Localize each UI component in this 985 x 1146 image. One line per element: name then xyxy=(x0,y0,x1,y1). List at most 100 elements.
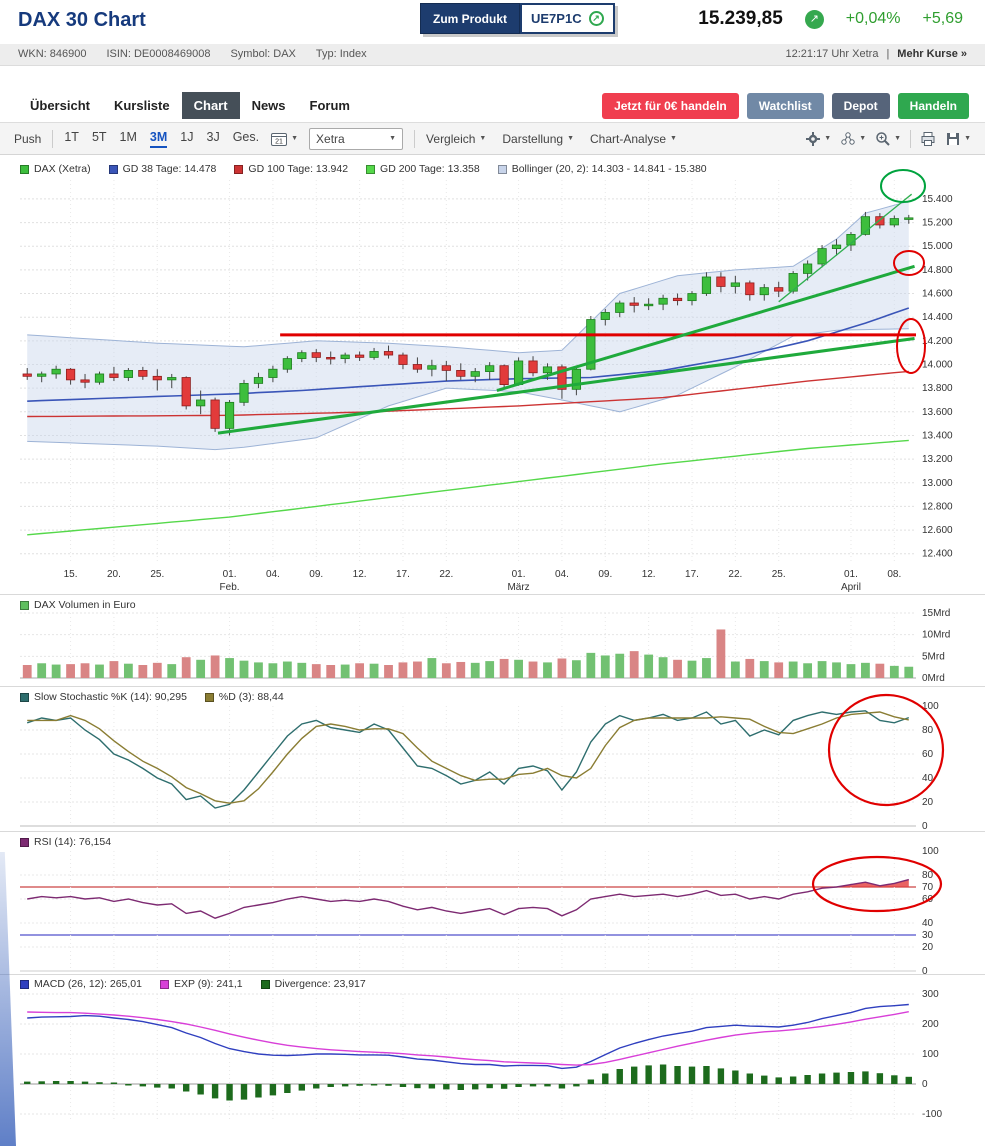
svg-text:21: 21 xyxy=(275,138,283,145)
quote-time: 12:21:17 Uhr Xetra xyxy=(785,48,879,60)
chevron-down-icon xyxy=(567,135,574,142)
svg-text:0: 0 xyxy=(922,1079,928,1090)
svg-text:14.800: 14.800 xyxy=(922,265,953,276)
watchlist-button[interactable]: Watchlist xyxy=(746,93,824,119)
legend-swatch xyxy=(20,600,29,610)
svg-text:14.200: 14.200 xyxy=(922,336,953,347)
panel-separator xyxy=(0,594,985,595)
push-toggle[interactable]: Push xyxy=(14,131,42,146)
page-title: DAX 30 Chart xyxy=(18,9,146,31)
handeln-button[interactable]: Handeln xyxy=(897,93,969,119)
product-code-box[interactable]: UE7P1C xyxy=(520,3,615,34)
svg-text:15.400: 15.400 xyxy=(922,194,953,205)
legend-item: GD 100 Tage: 13.942 xyxy=(234,163,348,175)
instrument-meta: WKN: 846900 ISIN: DE0008469008 Symbol: D… xyxy=(18,44,367,65)
tab-news[interactable]: News xyxy=(251,98,286,113)
tab-chart[interactable]: Chart xyxy=(181,92,240,119)
svg-text:22.: 22. xyxy=(439,569,453,580)
volume-chart: 15Mrd 10Mrd 5Mrd 0Mrd xyxy=(20,608,950,684)
svg-text:April: April xyxy=(841,582,861,593)
svg-text:13.200: 13.200 xyxy=(922,454,953,465)
settings-gear-icon xyxy=(806,131,821,146)
svg-text:14.600: 14.600 xyxy=(922,289,953,300)
price-chart: 15.400 15.200 15.000 14.800 14.600 14.400 14.2… xyxy=(20,169,953,593)
svg-text:17.: 17. xyxy=(396,569,410,580)
legend-swatch xyxy=(20,837,29,847)
range-3j[interactable]: 3J xyxy=(206,129,220,144)
menu-darstellung[interactable]: Darstellung xyxy=(502,132,574,146)
zum-produkt-button[interactable]: Zum Produkt xyxy=(420,3,520,34)
calendar-button[interactable]: 21 xyxy=(270,131,298,147)
menu-chart-analyse[interactable]: Chart-Analyse xyxy=(590,132,677,146)
indicator-nodes-icon xyxy=(841,131,855,145)
legend-swatch xyxy=(497,164,507,174)
svg-text:100: 100 xyxy=(922,1049,939,1060)
svg-text:40: 40 xyxy=(922,773,934,784)
current-price: 15.239,85 xyxy=(698,8,783,29)
trade-free-button[interactable]: Jetzt für 0€ handeln xyxy=(602,93,739,119)
stochastic-chart: 100 80 60 40 20 0 xyxy=(20,693,945,832)
range-1t[interactable]: 1T xyxy=(64,129,79,144)
legend-swatch xyxy=(234,164,244,174)
macd-legend: MACD (26, 12): 265,01 EXP (9): 241,1 Diver… xyxy=(20,977,366,991)
range-selector: 1T 5T 1M 3M 1J 3J Ges. xyxy=(64,130,259,148)
svg-text:70: 70 xyxy=(922,882,934,893)
more-quotes-link[interactable]: Mehr Kurse » xyxy=(897,48,967,60)
range-1m[interactable]: 1M xyxy=(119,129,137,144)
panel-separator xyxy=(0,686,985,687)
divider xyxy=(910,129,912,148)
change-percent: +0,04% xyxy=(845,10,901,27)
svg-text:13.800: 13.800 xyxy=(922,383,953,394)
legend-item: DAX (Xetra) xyxy=(20,163,91,175)
print-button[interactable] xyxy=(920,131,936,147)
tab-übersicht[interactable]: Übersicht xyxy=(30,98,90,113)
svg-text:01.: 01. xyxy=(223,569,237,580)
svg-text:12.: 12. xyxy=(353,569,367,580)
svg-text:80: 80 xyxy=(922,870,934,881)
chevron-down-icon xyxy=(859,135,866,142)
svg-text:100: 100 xyxy=(922,701,939,712)
indicators-button[interactable] xyxy=(840,131,866,147)
range-5t[interactable]: 5T xyxy=(91,129,107,144)
tab-kursliste[interactable]: Kursliste xyxy=(113,98,170,113)
svg-text:60: 60 xyxy=(922,749,934,760)
svg-text:14.400: 14.400 xyxy=(922,312,953,323)
zoom-icon xyxy=(876,131,890,146)
svg-text:15.200: 15.200 xyxy=(922,218,953,229)
svg-text:04.: 04. xyxy=(266,569,280,580)
exchange-select[interactable]: Xetra xyxy=(309,127,404,150)
legend-swatch xyxy=(204,692,214,702)
main-nav: Übersicht Kursliste Chart News Forum Jetzt f… xyxy=(0,90,985,120)
svg-text:0: 0 xyxy=(922,821,928,832)
chevron-down-icon xyxy=(291,135,298,142)
chart-menus: Vergleich Darstellung Chart-Analyse xyxy=(426,132,677,146)
svg-text:09.: 09. xyxy=(309,569,323,580)
zoom-button[interactable] xyxy=(875,131,901,147)
save-button[interactable] xyxy=(945,131,971,147)
save-icon xyxy=(947,132,960,145)
svg-text:30: 30 xyxy=(922,930,934,941)
svg-text:13.000: 13.000 xyxy=(922,478,953,489)
settings-button[interactable] xyxy=(805,131,831,147)
legend-swatch xyxy=(20,979,29,989)
quote-time-block: 12:21:17 Uhr Xetra | Mehr Kurse » xyxy=(785,44,967,65)
menu-vergleich[interactable]: Vergleich xyxy=(426,132,486,146)
svg-text:80: 80 xyxy=(922,725,934,736)
calendar-icon: 21 xyxy=(271,132,288,146)
range-ges[interactable]: Ges. xyxy=(232,129,260,144)
depot-button[interactable]: Depot xyxy=(831,93,890,119)
svg-text:22.: 22. xyxy=(728,569,742,580)
range-1j[interactable]: 1J xyxy=(180,129,194,144)
range-3m[interactable]: 3M xyxy=(149,130,168,148)
svg-text:17.: 17. xyxy=(685,569,699,580)
svg-text:0Mrd: 0Mrd xyxy=(922,673,945,684)
stochastic-legend: Slow Stochastic %K (14): 90,295 %D (3): 8… xyxy=(20,690,284,704)
print-icon xyxy=(921,131,935,146)
svg-text:40: 40 xyxy=(922,918,934,929)
tab-forum[interactable]: Forum xyxy=(309,98,350,113)
svg-text:5Mrd: 5Mrd xyxy=(922,651,945,662)
svg-text:15Mrd: 15Mrd xyxy=(922,608,950,619)
svg-text:20: 20 xyxy=(922,797,934,808)
legend-item: MACD (26, 12): 265,01 xyxy=(20,978,142,990)
